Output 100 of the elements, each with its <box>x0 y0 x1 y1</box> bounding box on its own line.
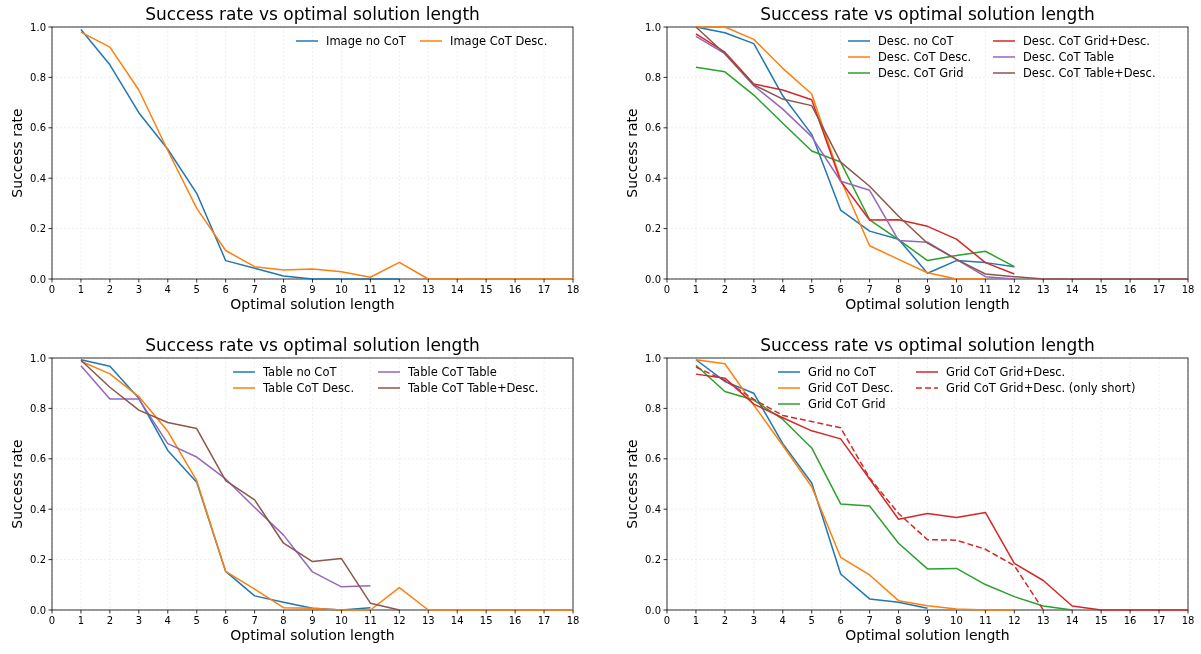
x-tick-label: 11 <box>979 284 992 295</box>
x-tick-label: 0 <box>663 284 671 295</box>
y-tick-label: 0.0 <box>645 273 661 285</box>
y-tick-label: 0.6 <box>645 453 661 465</box>
x-tick-label: 16 <box>1123 615 1137 626</box>
y-tick-label: 0.2 <box>30 223 46 235</box>
x-tick-label: 10 <box>950 615 963 626</box>
y-tick-label: 0.8 <box>30 71 46 83</box>
chart-title: Success rate vs optimal solution length <box>760 335 1095 355</box>
y-tick-label: 0.6 <box>645 122 661 134</box>
x-tick-label: 11 <box>979 615 992 626</box>
y-tick-label: 0.0 <box>30 604 46 616</box>
legend-label: Image no CoT <box>326 34 407 48</box>
legend-label: Grid CoT Grid+Desc. <box>946 365 1066 379</box>
x-tick-label: 13 <box>1036 615 1050 626</box>
x-axis-title: Optimal solution length <box>845 296 1010 312</box>
x-tick-label: 9 <box>924 284 931 295</box>
legend-label: Table no CoT <box>262 365 338 379</box>
x-tick-label: 16 <box>508 284 522 295</box>
x-tick-label: 3 <box>135 615 143 626</box>
chart-title: Success rate vs optimal solution length <box>760 4 1095 24</box>
legend-label: Grid CoT Desc. <box>808 381 894 395</box>
x-tick-label: 7 <box>866 284 873 295</box>
x-tick-label: 11 <box>364 284 377 295</box>
y-tick-label: 0.4 <box>645 172 661 184</box>
x-tick-label: 17 <box>1152 615 1166 626</box>
legend-label: Desc. no CoT <box>878 34 955 48</box>
x-axis-title: Optimal solution length <box>845 627 1010 643</box>
x-tick-label: 8 <box>280 284 287 295</box>
x-tick-label: 18 <box>1181 615 1195 626</box>
x-tick-label: 11 <box>364 615 377 626</box>
x-tick-label: 15 <box>479 615 493 626</box>
x-tick-label: 14 <box>1065 284 1079 295</box>
x-tick-label: 8 <box>895 615 902 626</box>
x-tick-label: 3 <box>750 615 758 626</box>
x-tick-label: 7 <box>866 615 873 626</box>
y-tick-label: 1.0 <box>30 352 46 364</box>
x-tick-label: 9 <box>309 284 316 295</box>
x-tick-label: 4 <box>164 615 171 626</box>
x-tick-label: 15 <box>1094 615 1108 626</box>
line-series <box>80 31 573 280</box>
y-tick-label: 0.8 <box>645 402 661 414</box>
y-tick-label: 0.6 <box>30 122 46 134</box>
y-tick-label: 0.4 <box>30 503 46 515</box>
x-tick-label: 13 <box>421 615 435 626</box>
x-tick-label: 2 <box>721 615 729 626</box>
x-tick-label: 13 <box>421 284 435 295</box>
y-tick-label: 1.0 <box>645 352 661 364</box>
y-axis-title: Success rate <box>9 439 25 529</box>
chart-title: Success rate vs optimal solution length <box>145 4 480 24</box>
x-tick-label: 5 <box>193 284 200 295</box>
legend-label: Grid CoT Grid <box>808 397 886 411</box>
legend-label: Grid CoT Grid+Desc. (only short) <box>946 381 1136 395</box>
x-tick-label: 5 <box>808 284 815 295</box>
y-tick-label: 0.0 <box>645 604 661 616</box>
x-tick-label: 12 <box>392 284 406 295</box>
x-tick-label: 6 <box>837 615 844 626</box>
x-tick-label: 18 <box>566 615 580 626</box>
x-tick-label: 10 <box>335 615 348 626</box>
legend-label: Desc. CoT Table+Desc. <box>1023 66 1156 80</box>
x-tick-label: 13 <box>1036 284 1050 295</box>
x-tick-label: 17 <box>1152 284 1166 295</box>
x-tick-label: 9 <box>309 615 316 626</box>
x-tick-label: 4 <box>779 615 786 626</box>
y-tick-label: 1.0 <box>30 21 46 33</box>
x-tick-label: 1 <box>77 615 85 626</box>
line-series <box>695 359 929 609</box>
y-tick-label: 1.0 <box>645 21 661 33</box>
chart-title: Success rate vs optimal solution length <box>145 335 480 355</box>
y-tick-label: 0.0 <box>30 273 46 285</box>
x-tick-label: 7 <box>251 284 258 295</box>
y-axis-title: Success rate <box>624 108 640 198</box>
legend-label: Image CoT Desc. <box>450 34 548 48</box>
x-tick-label: 6 <box>222 284 229 295</box>
x-tick-label: 8 <box>895 284 902 295</box>
x-tick-label: 1 <box>77 284 85 295</box>
x-tick-label: 12 <box>1007 615 1021 626</box>
x-tick-label: 0 <box>663 615 671 626</box>
x-tick-label: 10 <box>950 284 963 295</box>
x-tick-label: 9 <box>924 615 931 626</box>
x-tick-label: 15 <box>1094 284 1108 295</box>
x-tick-label: 4 <box>779 284 786 295</box>
x-tick-label: 2 <box>106 615 114 626</box>
x-tick-label: 4 <box>164 284 171 295</box>
x-axis-title: Optimal solution length <box>230 296 395 312</box>
y-tick-label: 0.2 <box>30 554 46 566</box>
line-series <box>695 26 1188 280</box>
x-tick-label: 17 <box>537 284 551 295</box>
x-tick-label: 16 <box>1123 284 1137 295</box>
x-tick-label: 15 <box>479 284 493 295</box>
x-tick-label: 1 <box>692 615 700 626</box>
y-tick-label: 0.8 <box>30 402 46 414</box>
x-tick-label: 17 <box>537 615 551 626</box>
legend-label: Desc. CoT Table <box>1023 50 1115 64</box>
x-tick-label: 5 <box>193 615 200 626</box>
y-tick-label: 0.6 <box>30 453 46 465</box>
x-axis-title: Optimal solution length <box>230 627 395 643</box>
x-tick-label: 14 <box>450 615 464 626</box>
legend-label: Grid no CoT <box>808 365 877 379</box>
x-tick-label: 0 <box>48 284 56 295</box>
